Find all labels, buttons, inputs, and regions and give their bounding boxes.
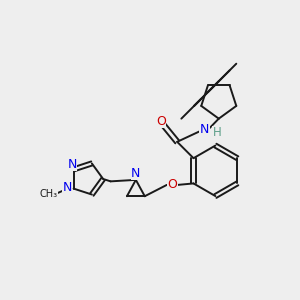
Text: O: O (167, 178, 177, 191)
Text: O: O (156, 115, 166, 128)
Text: N: N (68, 158, 77, 170)
Text: N: N (131, 167, 140, 180)
Text: N: N (62, 181, 72, 194)
Text: H: H (213, 126, 222, 140)
Text: N: N (200, 123, 209, 136)
Text: CH₃: CH₃ (40, 189, 58, 199)
